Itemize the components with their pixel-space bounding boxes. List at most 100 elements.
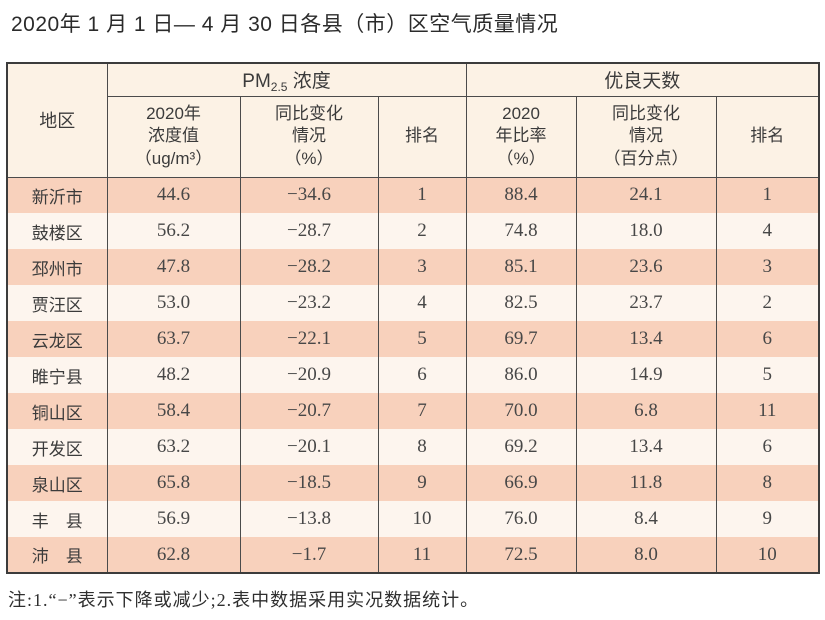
- region-cell: 贾汪区: [6, 285, 107, 321]
- table-row: 开发区 63.2 −20.1 8 69.2 13.4 6: [6, 429, 820, 465]
- value-cell: 74.8: [465, 213, 577, 249]
- value-cell: 5: [377, 321, 467, 357]
- value-cell: 14.9: [575, 357, 717, 393]
- page-title: 2020年 1 月 1 日— 4 月 30 日各县（市）区空气质量情况: [11, 13, 559, 36]
- value-cell: 8.4: [575, 501, 717, 537]
- value-cell: 44.6: [106, 177, 240, 213]
- value-cell: 65.8: [106, 465, 240, 501]
- table-row: 鼓楼区 56.2 −28.7 2 74.8 18.0 4: [6, 213, 820, 249]
- region-cell: 铜山区: [6, 393, 107, 429]
- column-header-pm-change: 同比变化 情况 （%）: [239, 96, 378, 178]
- pm-label-subscript: 2.5: [270, 79, 288, 94]
- value-cell: −20.9: [239, 357, 378, 393]
- value-cell: 72.5: [465, 537, 577, 573]
- value-cell: 13.4: [575, 321, 717, 357]
- table-body: 新沂市 44.6 −34.6 1 88.4 24.1 1 鼓楼区 56.2 −28.7 2 74.8 1…: [6, 177, 820, 573]
- value-cell: 82.5: [465, 285, 577, 321]
- value-cell: 4: [377, 285, 467, 321]
- value-cell: −20.7: [239, 393, 378, 429]
- value-cell: 66.9: [465, 465, 577, 501]
- value-cell: 1: [377, 177, 467, 213]
- column-header-good-ratio: 2020 年比率 （%）: [465, 96, 577, 178]
- value-cell: 13.4: [575, 429, 717, 465]
- region-cell: 新沂市: [6, 177, 107, 213]
- region-cell: 睢宁县: [6, 357, 107, 393]
- value-cell: 5: [715, 357, 820, 393]
- value-cell: 9: [377, 465, 467, 501]
- value-cell: 88.4: [465, 177, 577, 213]
- column-group-good-days: 优良天数: [465, 63, 820, 97]
- value-cell: −20.1: [239, 429, 378, 465]
- value-cell: 2: [377, 213, 467, 249]
- value-cell: 6: [377, 357, 467, 393]
- value-cell: −22.1: [239, 321, 378, 357]
- value-cell: 11: [377, 537, 467, 573]
- value-cell: −34.6: [239, 177, 378, 213]
- value-cell: 3: [377, 249, 467, 285]
- region-cell: 泉山区: [6, 465, 107, 501]
- air-quality-table: 地区 PM2.5 浓度 优良天数 2020年 浓度值 （ug/m³） 同比变化 …: [6, 62, 821, 574]
- table-row: 新沂市 44.6 −34.6 1 88.4 24.1 1: [6, 177, 820, 213]
- table-row: 泉山区 65.8 −18.5 9 66.9 11.8 8: [6, 465, 820, 501]
- value-cell: 6: [715, 321, 820, 357]
- column-header-good-change: 同比变化 情况 （百分点）: [575, 96, 717, 178]
- value-cell: −23.2: [239, 285, 378, 321]
- value-cell: 69.2: [465, 429, 577, 465]
- value-cell: 24.1: [575, 177, 717, 213]
- value-cell: 6: [715, 429, 820, 465]
- value-cell: 9: [715, 501, 820, 537]
- value-cell: 86.0: [465, 357, 577, 393]
- pm-label-prefix: PM: [242, 70, 271, 92]
- value-cell: 11: [715, 393, 820, 429]
- value-cell: 76.0: [465, 501, 577, 537]
- table-row: 睢宁县 48.2 −20.9 6 86.0 14.9 5: [6, 357, 820, 393]
- value-cell: 56.9: [106, 501, 240, 537]
- region-cell: 邳州市: [6, 249, 107, 285]
- footnote: 注:1.“−”表示下降或减少;2.表中数据采用实况数据统计。: [8, 590, 480, 610]
- value-cell: −1.7: [239, 537, 378, 573]
- value-cell: 53.0: [106, 285, 240, 321]
- column-header-pm-rank: 排名: [377, 96, 467, 178]
- value-cell: −13.8: [239, 501, 378, 537]
- value-cell: 3: [715, 249, 820, 285]
- value-cell: 11.8: [575, 465, 717, 501]
- value-cell: 63.7: [106, 321, 240, 357]
- column-group-pm25: PM2.5 浓度: [106, 63, 467, 97]
- value-cell: 56.2: [106, 213, 240, 249]
- table-row: 沛 县 62.8 −1.7 11 72.5 8.0 10: [6, 537, 820, 573]
- value-cell: 18.0: [575, 213, 717, 249]
- table-header: 地区 PM2.5 浓度 优良天数 2020年 浓度值 （ug/m³） 同比变化 …: [6, 63, 820, 178]
- value-cell: 70.0: [465, 393, 577, 429]
- value-cell: 85.1: [465, 249, 577, 285]
- region-cell: 云龙区: [6, 321, 107, 357]
- value-cell: 23.6: [575, 249, 717, 285]
- value-cell: 23.7: [575, 285, 717, 321]
- value-cell: 2: [715, 285, 820, 321]
- value-cell: −28.2: [239, 249, 378, 285]
- value-cell: −18.5: [239, 465, 378, 501]
- value-cell: 48.2: [106, 357, 240, 393]
- column-header-region: 地区: [6, 63, 107, 178]
- header-group-row: 地区 PM2.5 浓度 优良天数: [6, 63, 820, 178]
- column-header-good-rank: 排名: [715, 96, 820, 178]
- region-cell: 沛 县: [6, 537, 107, 573]
- region-cell: 开发区: [6, 429, 107, 465]
- value-cell: 63.2: [106, 429, 240, 465]
- value-cell: 6.8: [575, 393, 717, 429]
- column-header-pm-value: 2020年 浓度值 （ug/m³）: [106, 96, 240, 178]
- value-cell: 10: [715, 537, 820, 573]
- value-cell: −28.7: [239, 213, 378, 249]
- table-row: 丰 县 56.9 −13.8 10 76.0 8.4 9: [6, 501, 820, 537]
- table-row: 贾汪区 53.0 −23.2 4 82.5 23.7 2: [6, 285, 820, 321]
- header-sub-row: 2020年 浓度值 （ug/m³） 同比变化 情况 （%） 排名 2020 年比…: [7, 96, 820, 178]
- value-cell: 8: [715, 465, 820, 501]
- value-cell: 62.8: [106, 537, 240, 573]
- region-cell: 鼓楼区: [6, 213, 107, 249]
- pm-label-suffix: 浓度: [287, 70, 331, 92]
- value-cell: 1: [715, 177, 820, 213]
- table-row: 邳州市 47.8 −28.2 3 85.1 23.6 3: [6, 249, 820, 285]
- value-cell: 7: [377, 393, 467, 429]
- region-cell: 丰 县: [6, 501, 107, 537]
- table-row: 云龙区 63.7 −22.1 5 69.7 13.4 6: [6, 321, 820, 357]
